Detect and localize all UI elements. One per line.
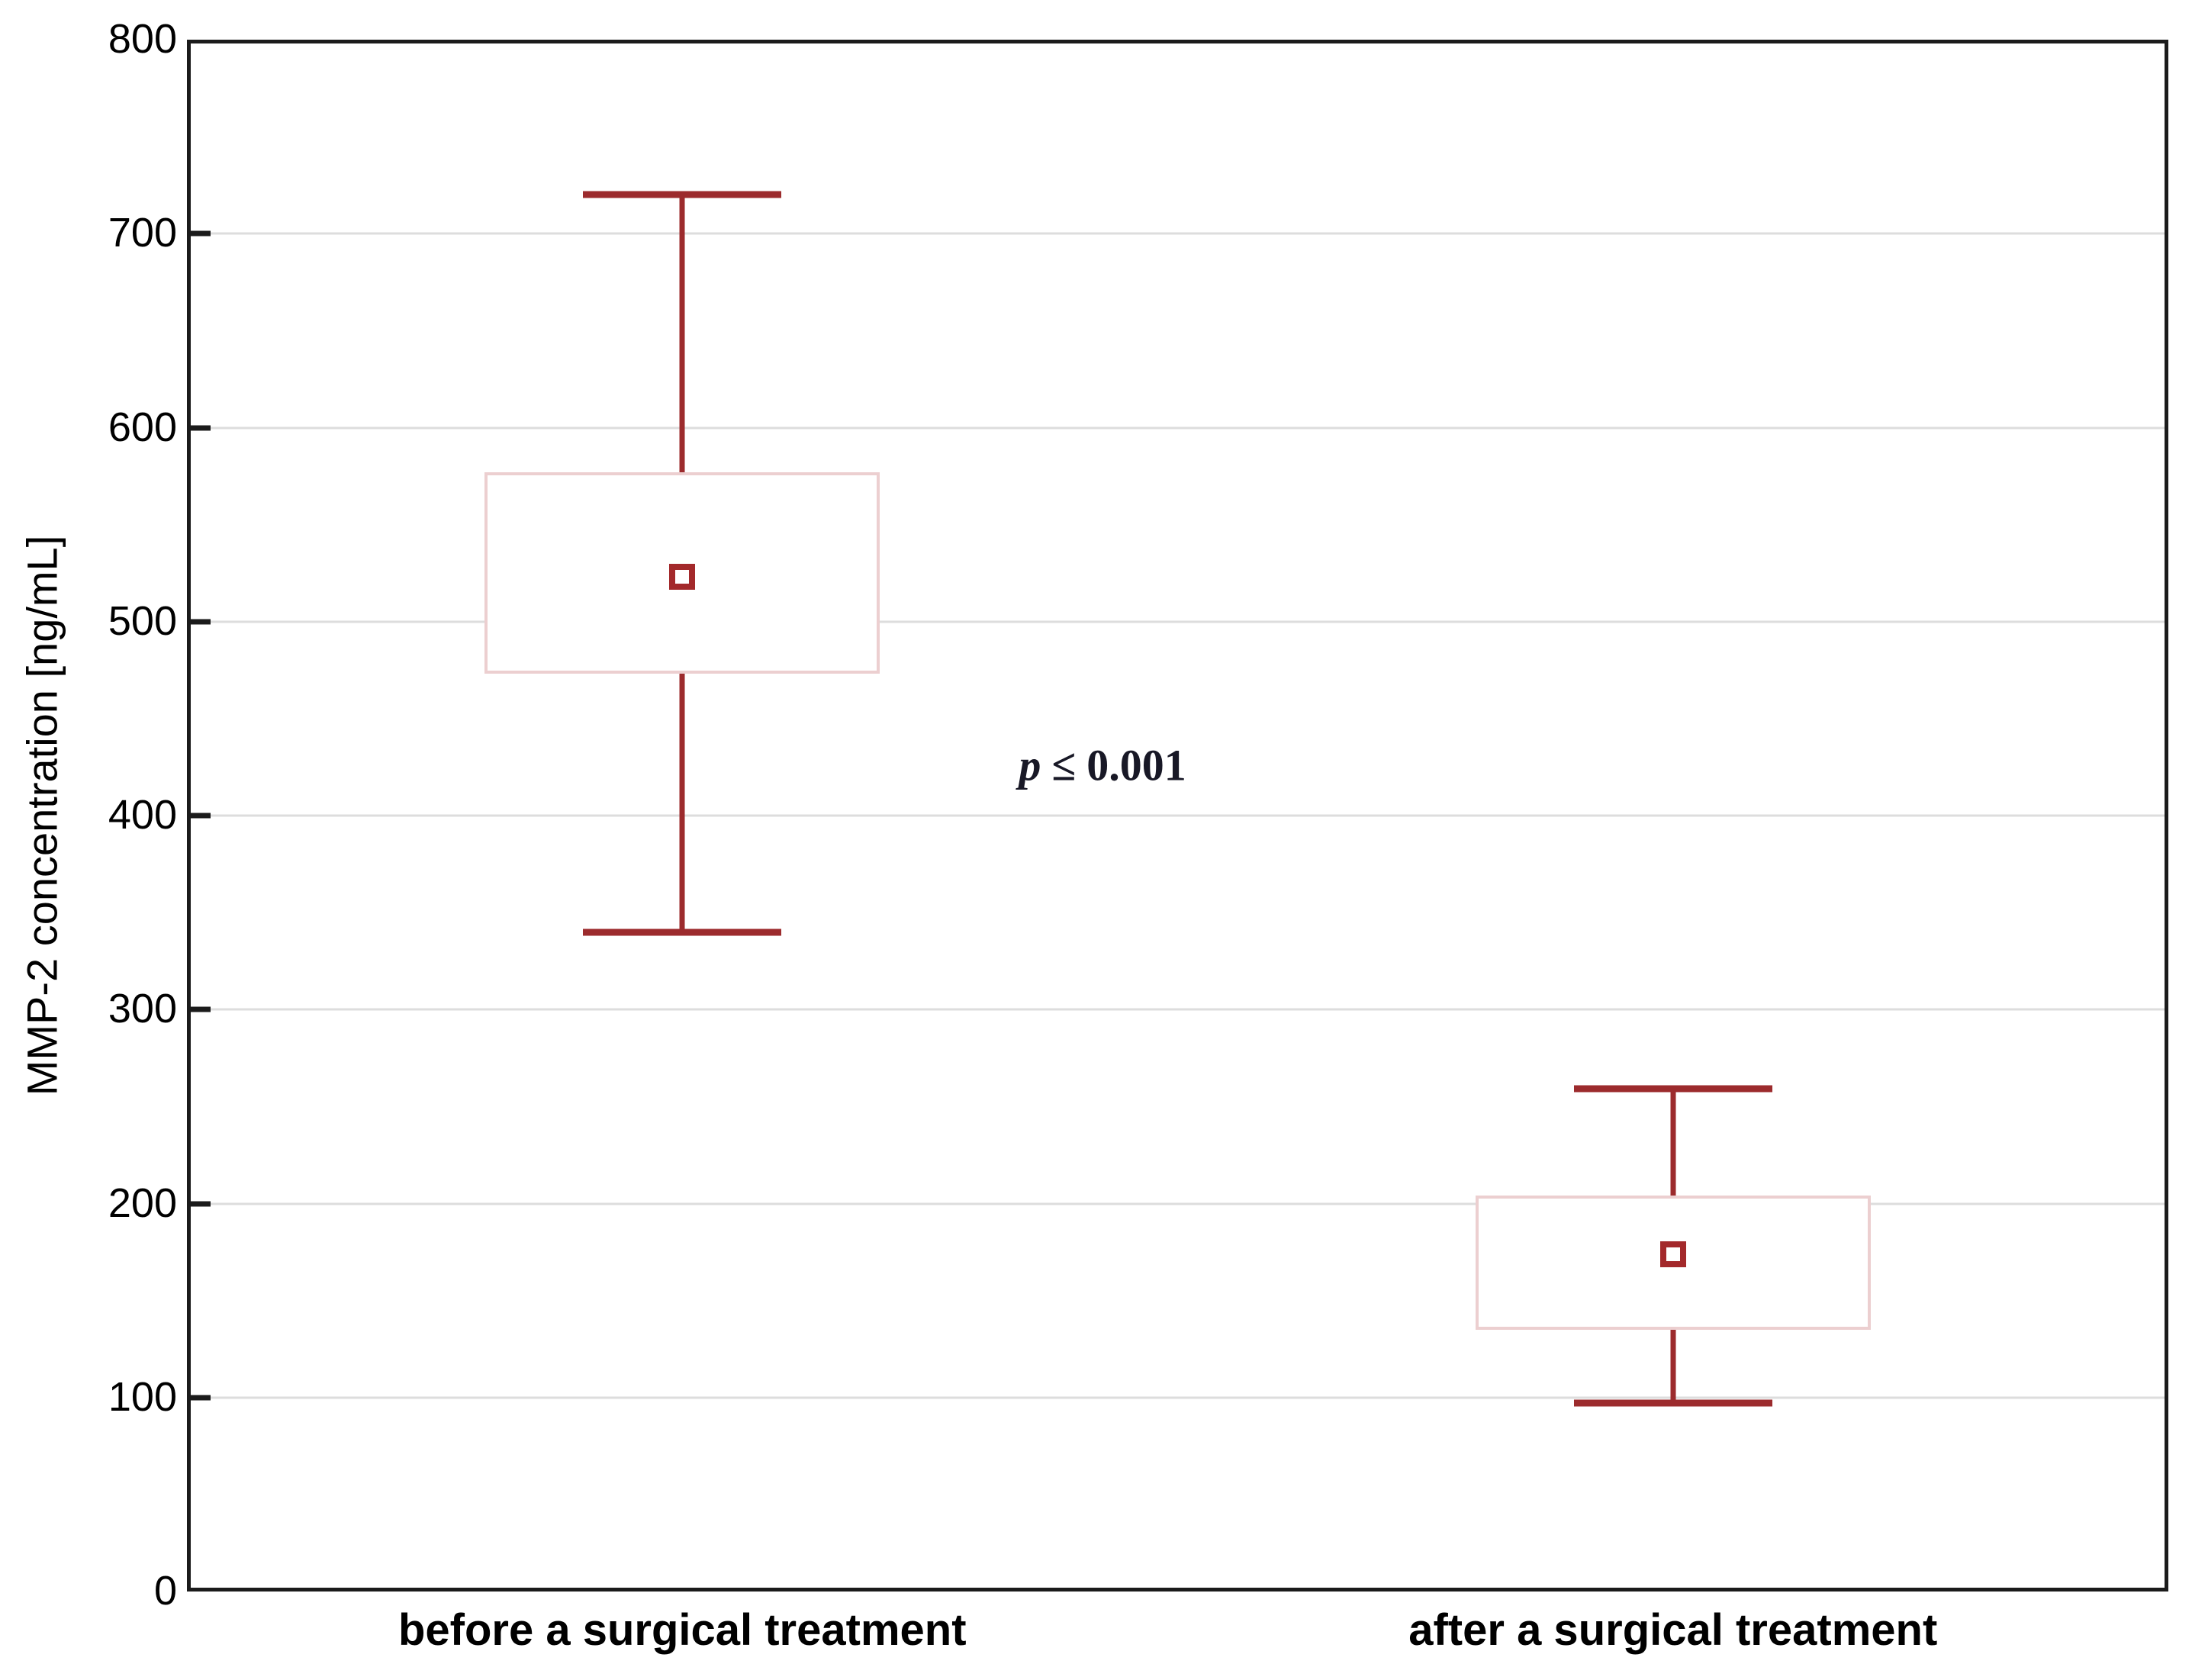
whisker-cap-bottom: [1573, 1399, 1772, 1407]
y-tick-label-500: 500: [108, 597, 177, 644]
gridline-700: [191, 232, 2165, 235]
y-tick-100: [191, 1395, 211, 1401]
y-tick-label-0: 0: [153, 1567, 177, 1614]
y-tick-label-600: 600: [108, 404, 177, 450]
mean-marker: [1659, 1241, 1686, 1267]
y-tick-600: [191, 425, 211, 430]
y-tick-200: [191, 1201, 211, 1206]
y-tick-label-300: 300: [108, 986, 177, 1032]
gridline-400: [191, 814, 2165, 817]
y-tick-300: [191, 1006, 211, 1012]
y-tick-label-400: 400: [108, 791, 177, 838]
gridline-500: [191, 620, 2165, 623]
y-tick-400: [191, 813, 211, 819]
y-axis-title: MMP-2 concentration [ng/mL]: [18, 535, 66, 1096]
whisker-cap-top: [1573, 1085, 1772, 1093]
gridline-100: [191, 1396, 2165, 1399]
mean-marker: [669, 564, 696, 591]
whisker-cap-bottom: [583, 929, 782, 936]
y-tick-label-200: 200: [108, 1180, 177, 1226]
p-value-annotation: p ≤0.001: [1019, 740, 1186, 791]
whisker-cap-top: [583, 191, 782, 198]
x-category-label: after a surgical treatment: [1408, 1605, 1938, 1655]
p-relation-sign: ≤: [1051, 740, 1077, 790]
p-threshold-value: 0.001: [1086, 740, 1186, 790]
p-symbol: p: [1019, 740, 1041, 790]
y-tick-label-700: 700: [108, 210, 177, 256]
x-category-label: before a surgical treatment: [398, 1605, 967, 1655]
gridline-200: [191, 1202, 2165, 1205]
y-tick-700: [191, 230, 211, 237]
y-tick-500: [191, 619, 211, 625]
gridline-300: [191, 1008, 2165, 1011]
y-tick-label-100: 100: [108, 1373, 177, 1420]
gridline-600: [191, 426, 2165, 429]
y-tick-label-800: 800: [108, 15, 177, 62]
